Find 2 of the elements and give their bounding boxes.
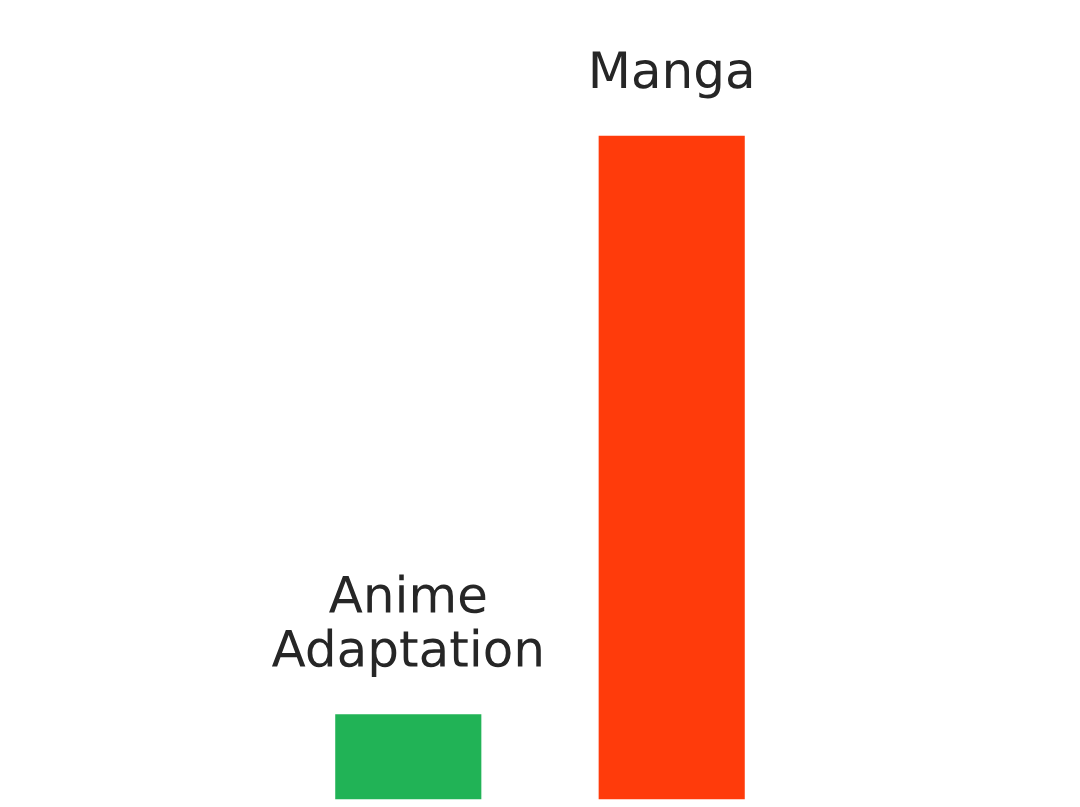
x-tick-label: Anime Adaptation (271, 574, 541, 677)
x-tick-label: Manga (592, 51, 752, 99)
